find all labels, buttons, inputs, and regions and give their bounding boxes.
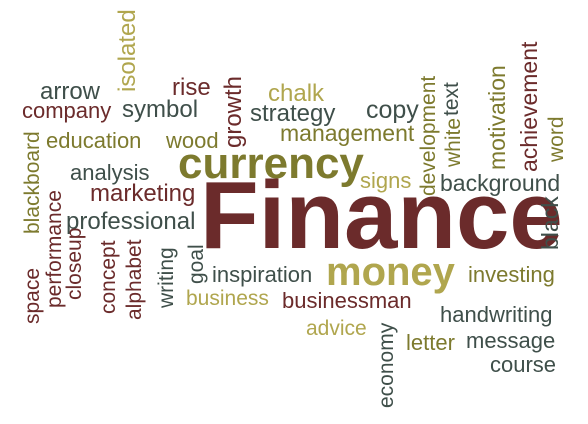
word-text: text xyxy=(440,82,463,116)
word-economy: economy xyxy=(375,322,398,408)
word-space: space xyxy=(21,267,44,324)
word-achievement: achievement xyxy=(516,41,542,172)
word-blackboard: blackboard xyxy=(21,131,44,234)
word-company: company xyxy=(22,98,112,123)
word-performance: performance xyxy=(43,190,66,308)
word-writing: writing xyxy=(155,247,178,308)
word-wood: wood xyxy=(166,128,219,153)
word-concept: concept xyxy=(97,240,120,314)
word-white: white xyxy=(442,117,465,167)
word-background: background xyxy=(440,170,561,196)
word-rise: rise xyxy=(172,74,211,101)
word-motivation: motivation xyxy=(484,65,510,170)
word-currency: currency xyxy=(178,139,364,188)
word-inspiration: inspiration xyxy=(212,262,313,287)
word-closeup: closeup xyxy=(63,227,86,300)
word-businessman: businessman xyxy=(282,288,412,313)
word-isolated: isolated xyxy=(114,9,141,92)
word-business: business xyxy=(186,287,269,310)
word-professional: professional xyxy=(66,208,196,235)
word-advice: advice xyxy=(306,317,367,340)
word-chalk: chalk xyxy=(268,80,325,107)
word-analysis: analysis xyxy=(70,160,150,185)
word-marketing: marketing xyxy=(90,180,196,207)
word-alphabet: alphabet xyxy=(123,239,146,320)
word-copy: copy xyxy=(366,96,419,124)
word-symbol: symbol xyxy=(122,96,199,123)
word-management: management xyxy=(280,120,415,146)
word-education: education xyxy=(46,128,142,153)
word-handwriting: handwriting xyxy=(440,302,553,327)
word-signs: signs xyxy=(360,168,412,193)
word-money: money xyxy=(326,250,455,294)
word-goal: goal xyxy=(185,244,208,284)
word-finance: Finance xyxy=(200,162,563,269)
word-arrow: arrow xyxy=(40,78,101,105)
word-growth: growth xyxy=(220,75,247,148)
word-black: black xyxy=(537,196,563,250)
word-course: course xyxy=(490,352,557,377)
word-letter: letter xyxy=(406,330,455,355)
word-message: message xyxy=(466,328,556,353)
word-strategy: strategy xyxy=(250,100,336,127)
word-word: word xyxy=(545,116,568,162)
word-investing: investing xyxy=(468,262,555,287)
